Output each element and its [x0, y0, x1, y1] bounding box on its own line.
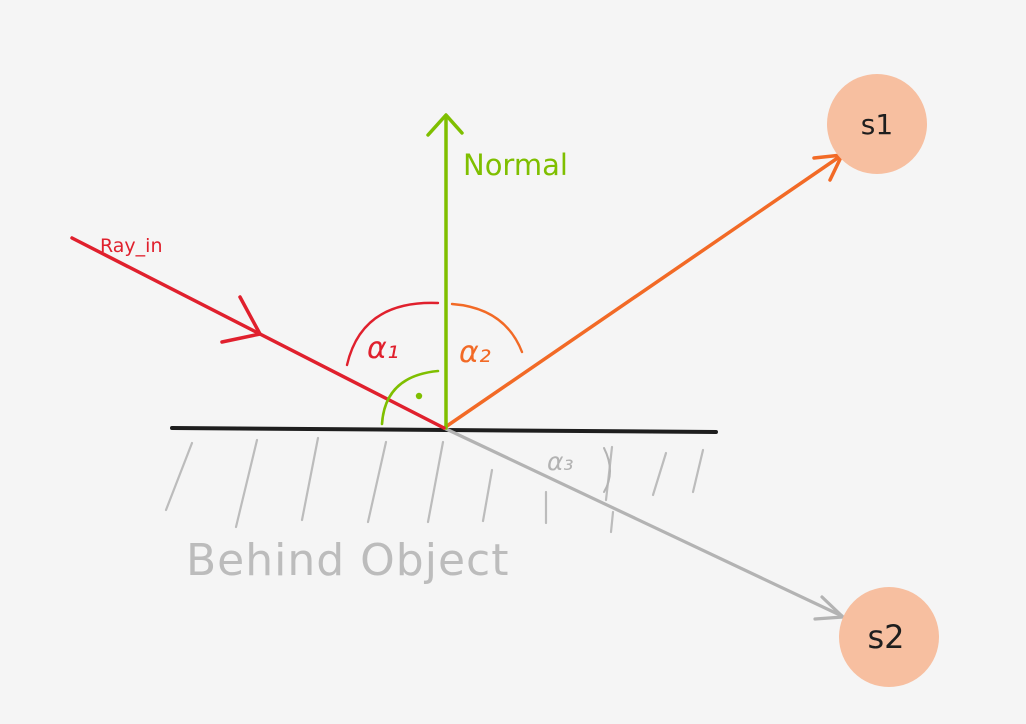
node-s1: s1 [827, 74, 927, 174]
alpha1-arc [345, 301, 440, 367]
right-angle-arc [380, 369, 440, 426]
node-s2-label: s2 [867, 618, 904, 656]
reflected-ray [442, 153, 844, 430]
incoming-ray [70, 236, 446, 430]
behind-object-label: Behind Object [186, 535, 509, 586]
alpha1-label: α₁ [367, 331, 399, 366]
alpha2-label: α₂ [459, 335, 491, 370]
reflective-surface [170, 426, 718, 434]
node-s2: s2 [839, 587, 939, 687]
alpha3-arc [603, 447, 611, 493]
alpha2-arc [450, 302, 524, 354]
node-s1-circle [827, 74, 927, 174]
alpha3-label: α₃ [547, 447, 574, 476]
surface-hatching [164, 436, 705, 534]
node-s2-circle [839, 587, 939, 687]
node-s1-label: s1 [861, 108, 893, 141]
normal-label: Normal [463, 148, 568, 182]
normal-line [426, 113, 464, 430]
ray-in-label: Ray_in [100, 235, 163, 257]
right-angle-dot [415, 392, 423, 400]
refracted-ray [442, 426, 845, 621]
